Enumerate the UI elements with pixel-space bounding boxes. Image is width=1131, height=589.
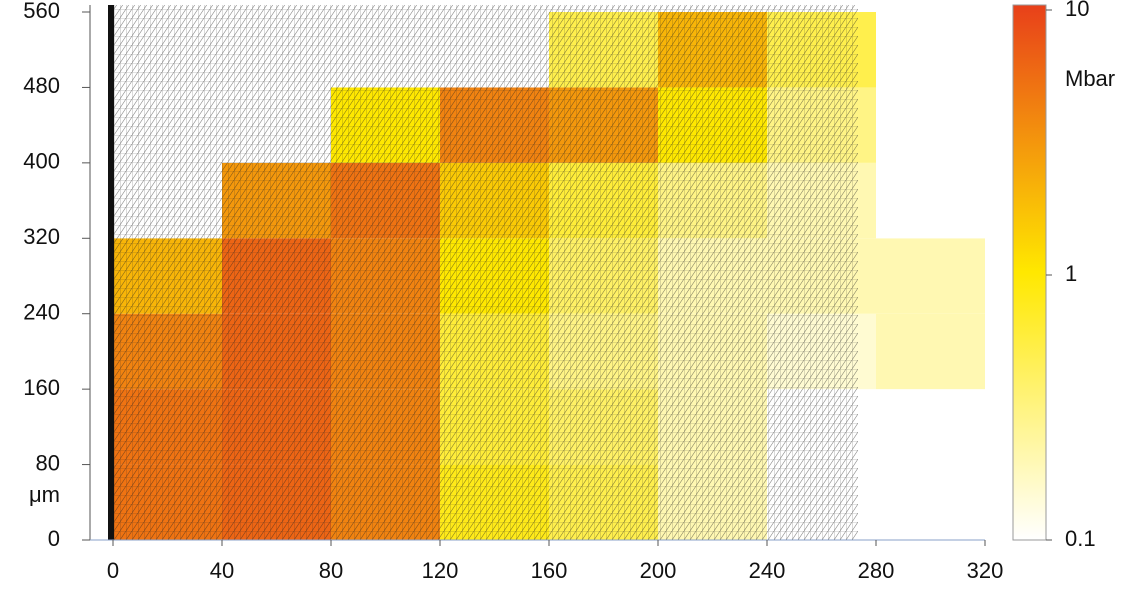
- colorbar-label: Mbar: [1065, 66, 1115, 91]
- heat-cell: [876, 389, 985, 465]
- y-tick-label: 400: [23, 149, 60, 174]
- x-tick-label: 320: [967, 558, 1004, 583]
- y-axis-label: μm: [29, 482, 60, 507]
- x-tick-label: 120: [422, 558, 459, 583]
- x-tick-label: 80: [319, 558, 343, 583]
- mesh-dense-edge: [108, 5, 114, 540]
- x-tick-label: 0: [107, 558, 119, 583]
- x-tick-label: 160: [531, 558, 568, 583]
- heat-cell: [876, 464, 985, 540]
- colorbar: [1012, 4, 1047, 541]
- heat-cell: [876, 162, 985, 239]
- colorbar-tick-label: 0.1: [1065, 526, 1096, 551]
- heat-cell: [876, 238, 985, 314]
- x-tick-label: 200: [640, 558, 677, 583]
- heat-cell: [876, 313, 985, 390]
- y-tick-label: 480: [23, 73, 60, 98]
- colorbar-tick-label: 10: [1065, 0, 1089, 21]
- colorbar-tick-label: 1: [1065, 261, 1077, 286]
- heat-cell: [876, 12, 985, 88]
- x-tick-label: 280: [858, 558, 895, 583]
- x-tick-label: 240: [749, 558, 786, 583]
- y-tick-label: 240: [23, 300, 60, 325]
- heat-cell: [876, 87, 985, 163]
- y-tick-label: 80: [36, 450, 60, 475]
- y-tick-label: 560: [23, 0, 60, 23]
- mesh-overlay: [113, 5, 858, 540]
- y-tick-label: 160: [23, 375, 60, 400]
- y-tick-label: 0: [48, 526, 60, 551]
- y-tick-label: 320: [23, 224, 60, 249]
- x-tick-label: 40: [210, 558, 234, 583]
